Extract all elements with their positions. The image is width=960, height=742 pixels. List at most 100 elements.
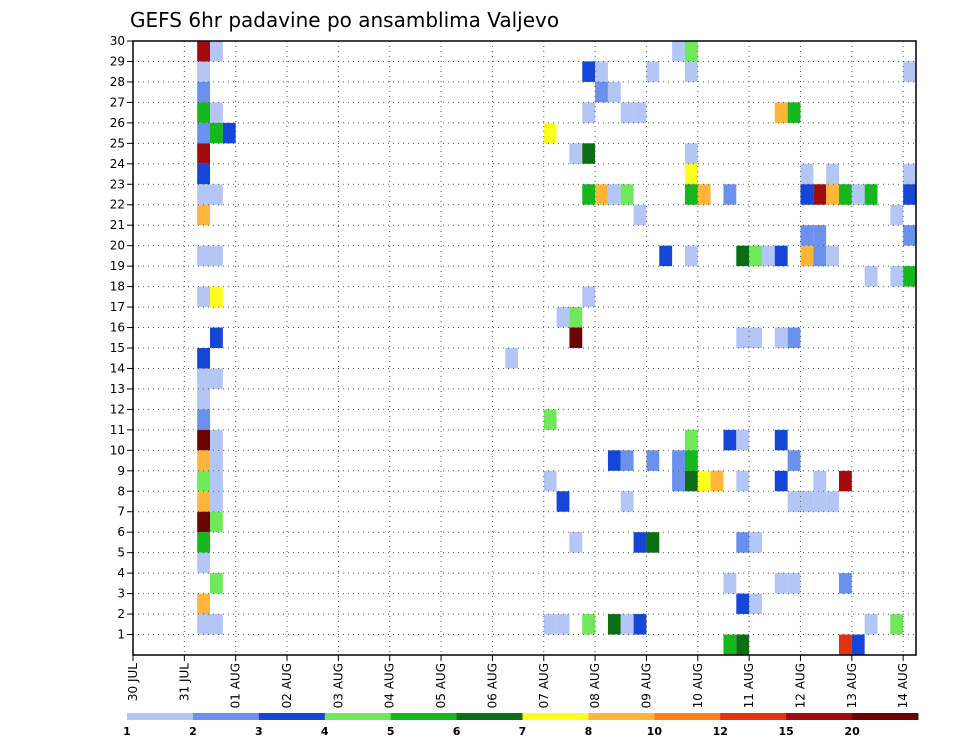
heatmap-cell: [736, 327, 750, 348]
legend-label: 10: [647, 725, 663, 738]
heatmap-cell: [684, 184, 698, 205]
heatmap-cell: [800, 245, 814, 267]
heatmap-cell: [197, 81, 211, 103]
heatmap-cell: [723, 573, 737, 594]
heatmap-cell: [582, 184, 596, 205]
heatmap-cell: [684, 245, 698, 267]
heatmap-cell: [787, 573, 801, 594]
heatmap-cell: [903, 184, 916, 205]
y-tick-label: 16: [110, 321, 125, 335]
heatmap-cell: [684, 41, 698, 62]
y-tick-label: 17: [110, 300, 125, 314]
heatmap-cell: [774, 470, 788, 492]
heatmap-cell: [197, 61, 211, 82]
heatmap-cell: [210, 450, 223, 471]
legend-swatch: [588, 713, 655, 720]
heatmap-cell: [607, 184, 621, 205]
heatmap-cell: [197, 204, 211, 226]
legend-label: 15: [779, 725, 794, 738]
y-tick-label: 11: [110, 423, 125, 437]
heatmap-cell: [787, 450, 801, 471]
heatmap-cell: [633, 614, 647, 635]
heatmap-cell: [197, 286, 211, 308]
y-tick-label: 24: [110, 157, 125, 171]
heatmap-cell: [800, 184, 814, 205]
heatmap-cell: [736, 429, 750, 451]
heatmap-cell: [582, 102, 596, 123]
heatmap-cell: [210, 41, 223, 62]
y-tick-label: 3: [117, 587, 125, 601]
heatmap-cell: [749, 593, 762, 615]
heatmap-cell: [197, 143, 211, 164]
heatmap-cell: [684, 143, 698, 164]
heatmap-cell: [569, 143, 583, 164]
heatmap-cell: [684, 163, 698, 185]
y-tick-label: 25: [110, 136, 125, 150]
y-tick-label: 30: [110, 34, 125, 48]
heatmap-cell: [736, 245, 750, 267]
heatmap-cell: [210, 511, 223, 533]
legend-label: 6: [453, 725, 461, 738]
heatmap-cell: [607, 450, 621, 471]
heatmap-cell: [903, 266, 916, 287]
y-tick-label: 7: [117, 505, 125, 519]
heatmap-cell: [736, 470, 750, 492]
legend-swatch: [720, 713, 787, 720]
heatmap-cell: [838, 470, 852, 492]
heatmap-cell: [761, 245, 775, 267]
heatmap-cell: [543, 409, 557, 430]
heatmap-cell: [826, 491, 839, 512]
heatmap-cell: [684, 450, 698, 471]
legend-swatch: [786, 713, 853, 720]
y-tick-label: 9: [117, 464, 125, 478]
y-tick-label: 6: [117, 525, 125, 539]
heatmap-cell: [838, 184, 852, 205]
heatmap-cell: [505, 348, 519, 369]
heatmap-cell: [197, 593, 211, 615]
y-tick-label: 13: [110, 382, 125, 396]
x-tick-label: 06 AUG: [485, 663, 499, 708]
heatmap-cell: [210, 122, 223, 144]
y-tick-label: 18: [110, 280, 125, 294]
legend-label: 20: [844, 725, 860, 738]
heatmap-cell: [210, 573, 223, 594]
heatmap-cell: [607, 81, 621, 103]
heatmap-cells: [197, 41, 916, 655]
legend-label: 7: [519, 725, 527, 738]
heatmap-cell: [826, 184, 839, 205]
heatmap-cell: [197, 429, 211, 451]
y-tick-label: 26: [110, 116, 125, 130]
y-tick-label: 1: [117, 628, 125, 642]
heatmap-cell: [197, 491, 211, 512]
legend-swatch: [522, 713, 589, 720]
y-tick-label: 19: [110, 259, 125, 273]
x-tick-label: 11 AUG: [742, 663, 756, 708]
heatmap-cell: [826, 245, 839, 267]
heatmap-cell: [787, 327, 801, 348]
heatmap-cell: [684, 470, 698, 492]
heatmap-cell: [197, 552, 211, 574]
legend-label: 5: [387, 725, 395, 738]
heatmap-cell: [684, 429, 698, 451]
legend-swatch: [192, 713, 260, 720]
heatmap-cell: [582, 143, 596, 164]
heatmap-cell: [736, 532, 750, 553]
heatmap-cell: [197, 41, 211, 62]
heatmap-cell: [774, 245, 788, 267]
heatmap-cell: [210, 245, 223, 267]
heatmap-cell: [210, 429, 223, 451]
heatmap-cell: [197, 163, 211, 185]
heatmap-cell: [672, 470, 685, 492]
heatmap-cell: [672, 41, 685, 62]
heatmap-cell: [197, 470, 211, 492]
heatmap-cell: [864, 184, 878, 205]
heatmap-cell: [697, 184, 711, 205]
heatmap-cell: [210, 327, 223, 348]
heatmap-cell: [838, 573, 852, 594]
heatmap-cell: [813, 245, 827, 267]
heatmap-cell: [595, 184, 608, 205]
x-tick-label: 09 AUG: [639, 663, 653, 708]
x-tick-label: 10 AUG: [691, 663, 705, 708]
heatmap-cell: [197, 409, 211, 430]
heatmap-cell: [197, 368, 211, 389]
